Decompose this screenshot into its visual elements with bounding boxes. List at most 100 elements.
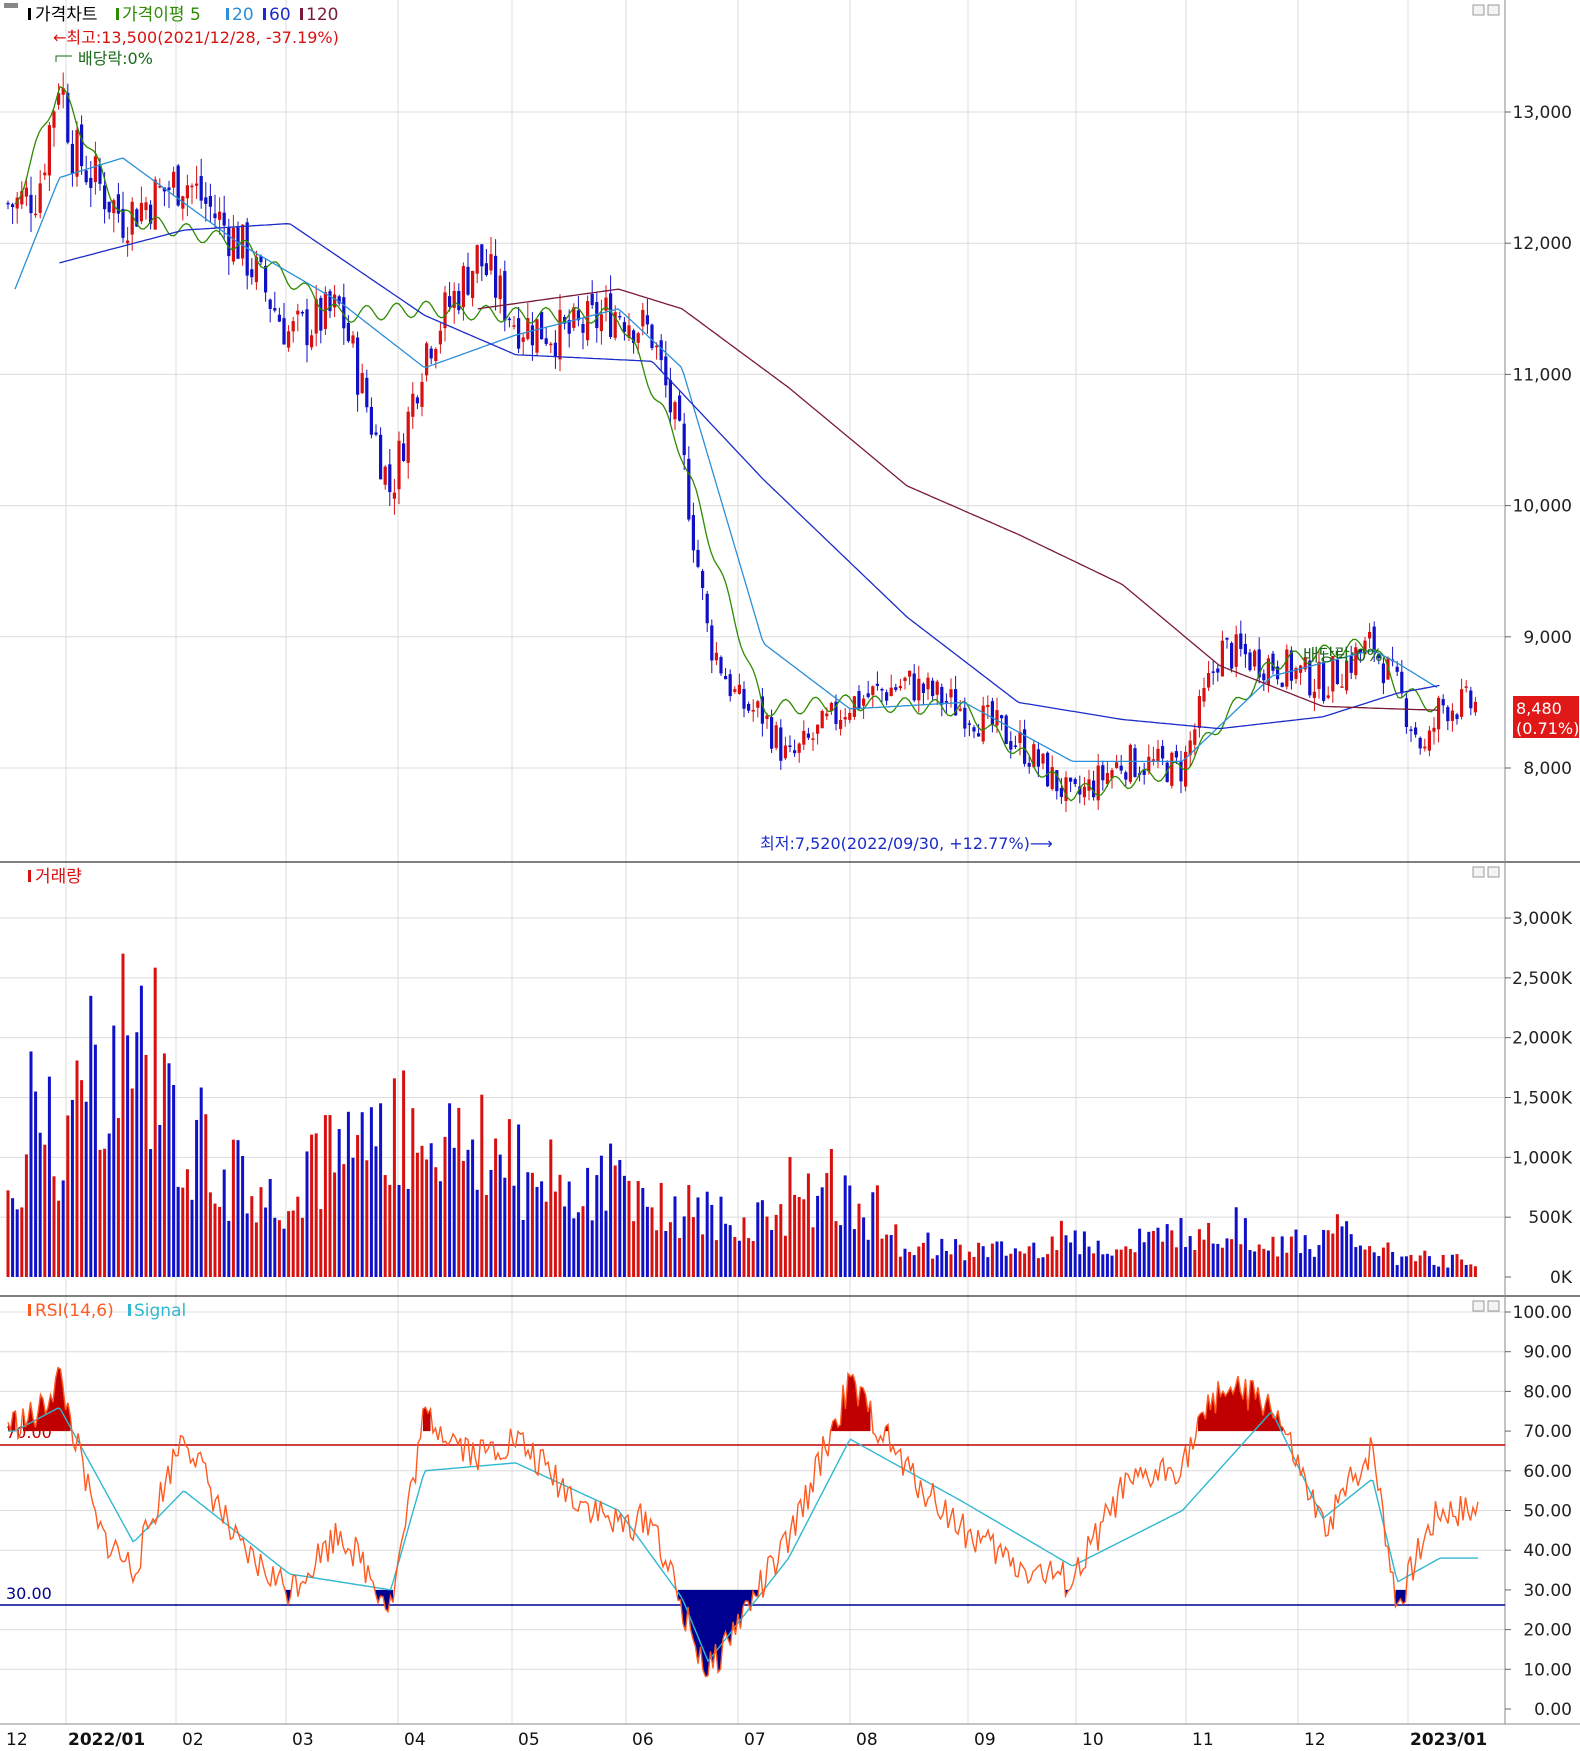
candle-body [121, 208, 125, 238]
volume-bar [461, 1160, 465, 1277]
x-tick-label: 08 [856, 1730, 878, 1750]
volume-bar [300, 1217, 304, 1277]
candle-body [770, 717, 774, 749]
window-menu-icon[interactable] [4, 3, 18, 8]
candle-body [484, 263, 488, 276]
volume-bar [1220, 1247, 1224, 1277]
volume-bar [66, 1115, 70, 1277]
candle-body [89, 177, 93, 188]
volume-bar [1105, 1253, 1109, 1277]
volume-y-tick-label: 2,000K [1512, 1029, 1573, 1049]
volume-bar [558, 1174, 562, 1277]
candle-body [765, 715, 769, 720]
candle-body [388, 464, 392, 493]
candle-body [84, 170, 88, 183]
candle-body [714, 652, 718, 661]
volume-bar [1381, 1247, 1385, 1277]
candle-body [1000, 715, 1004, 719]
candle-body [535, 319, 539, 353]
volume-panel-controls[interactable] [1472, 866, 1500, 878]
x-tick-label: 05 [518, 1730, 540, 1750]
candle-body [696, 549, 700, 567]
x-tick-label: 2022/01 [68, 1730, 145, 1750]
candle-body [287, 331, 291, 348]
candle-body [1050, 767, 1054, 789]
candle-body [650, 324, 654, 349]
candle-body [172, 171, 176, 188]
volume-bar [84, 1101, 88, 1277]
volume-bar [176, 1186, 180, 1277]
volume-bar [236, 1140, 240, 1277]
volume-bar [921, 1242, 925, 1277]
volume-bar [80, 1080, 84, 1277]
price-panel-controls[interactable] [1472, 4, 1500, 16]
candle-body [1289, 650, 1293, 681]
volume-bar [1331, 1233, 1335, 1277]
volume-bar [1046, 1254, 1050, 1277]
volume-bar [521, 1219, 525, 1277]
volume-bar [1119, 1249, 1123, 1277]
price-y-tick-label: 8,000 [1523, 759, 1572, 779]
candle-body [135, 209, 139, 227]
volume-bar [1087, 1246, 1091, 1277]
volume-bar [512, 1185, 516, 1277]
legend-marker-rsi [28, 1304, 31, 1316]
volume-bar [875, 1185, 879, 1277]
candle-body [894, 687, 898, 690]
volume-bar [503, 1177, 507, 1277]
volume-bar [392, 1078, 396, 1277]
ma20-line [14, 157, 1438, 763]
candle-body [333, 294, 337, 308]
volume-y-tick-label: 0K [1550, 1268, 1573, 1288]
x-tick-label: 02 [182, 1730, 204, 1750]
candle-body [512, 325, 516, 327]
volume-bar [728, 1225, 732, 1277]
volume-bar [351, 1157, 355, 1277]
candle-body [1271, 653, 1275, 671]
volume-bar [742, 1217, 746, 1277]
volume-bar [204, 1114, 208, 1277]
candle-body [126, 240, 130, 244]
volume-bar [498, 1154, 502, 1277]
candle-body [1427, 730, 1431, 751]
volume-bar [894, 1224, 898, 1277]
volume-bar [1409, 1254, 1413, 1277]
rsi-panel-controls[interactable] [1472, 1300, 1500, 1312]
candle-body [1418, 737, 1422, 749]
candle-body [1262, 673, 1266, 681]
volume-bar [277, 1220, 281, 1277]
candle-body [356, 337, 360, 395]
candle-body [218, 211, 222, 220]
candle-body [526, 318, 530, 339]
candle-body [655, 345, 659, 348]
volume-bar [93, 1044, 97, 1277]
volume-bar [1400, 1256, 1404, 1277]
volume-bar [544, 1201, 548, 1277]
volume-bar [829, 1148, 833, 1277]
volume-bar [337, 1129, 341, 1277]
candle-body [411, 393, 415, 417]
candle-body [291, 321, 295, 332]
volume-bar [342, 1164, 346, 1277]
candle-body [176, 165, 180, 206]
candle-body [20, 191, 24, 205]
volume-bars [6, 953, 1477, 1277]
candle-body [208, 196, 212, 207]
candle-body [825, 713, 829, 717]
candle-body [880, 688, 884, 691]
volume-bar [1469, 1264, 1473, 1277]
candle-body [935, 681, 939, 695]
legend-marker-ma120 [300, 8, 303, 20]
volume-bar [98, 1149, 102, 1277]
volume-bar [1138, 1228, 1142, 1277]
volume-bar [1427, 1256, 1431, 1277]
candle-body [613, 312, 617, 338]
candle-body [1119, 765, 1123, 771]
x-axis: 12 2022/01 02 03 04 05 06 07 08 09 10 11 12 2023/01 [6, 1730, 1487, 1750]
volume-bar [724, 1223, 728, 1277]
volume-bar [1266, 1250, 1270, 1277]
volume-bar [1404, 1256, 1408, 1277]
volume-bar [632, 1221, 636, 1277]
volume-bar [898, 1256, 902, 1277]
